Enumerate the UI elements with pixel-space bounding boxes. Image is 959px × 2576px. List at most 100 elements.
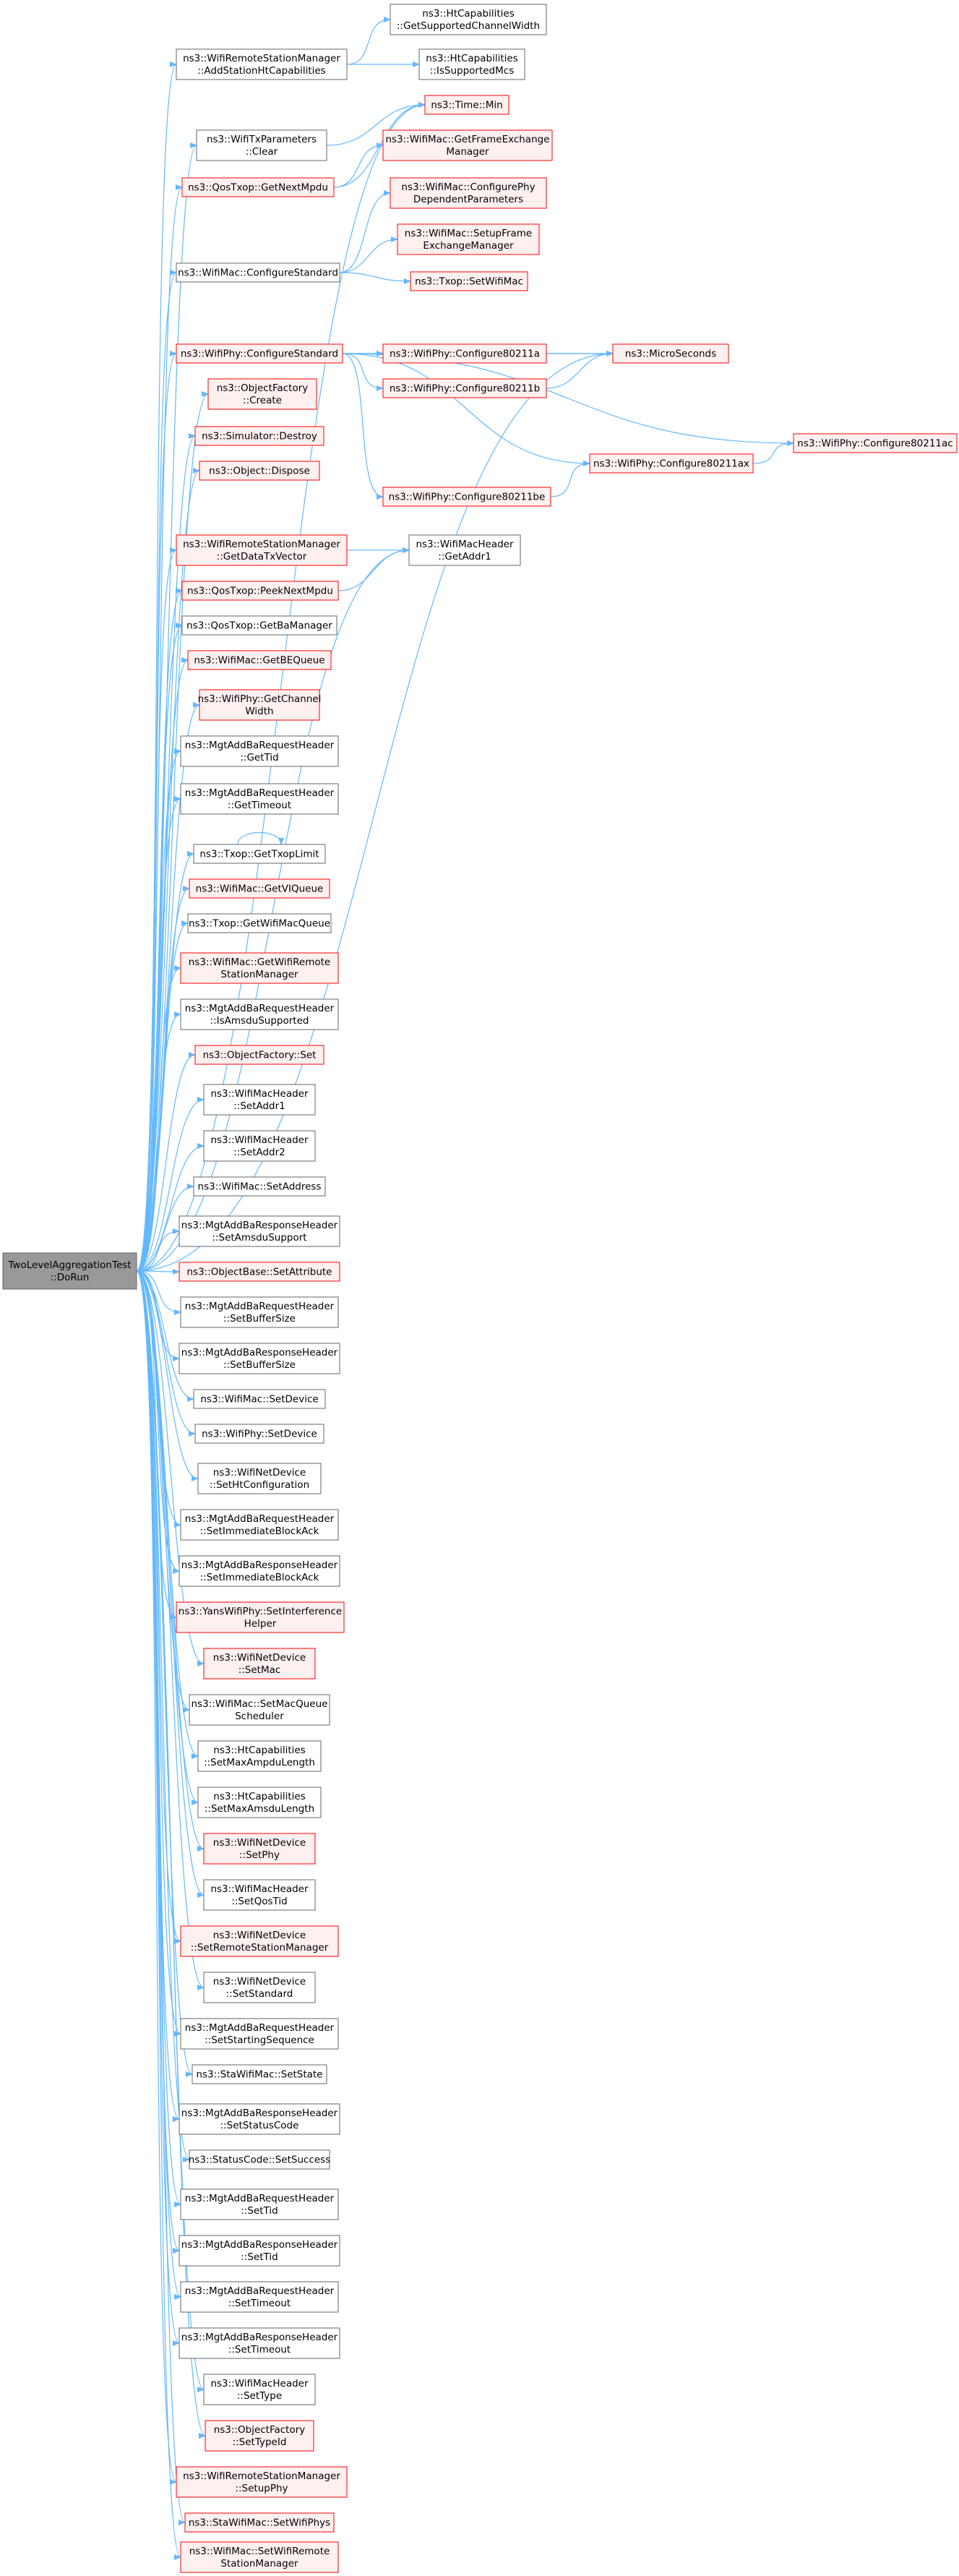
node-txop_gtl[interactable]: ns3::Txop::GetTxopLimit: [193, 844, 326, 864]
node-box: [197, 1463, 322, 1494]
node-mac_cpdp[interactable]: ns3::WifiMac::ConfigurePhyDependentParam…: [390, 177, 547, 209]
node-box: [203, 1648, 316, 1679]
edge-root-to-phy_sdev: [136, 1270, 196, 1437]
node-wrsm_sphy[interactable]: ns3::WifiRemoteStationManager::SetupPhy: [176, 2466, 348, 2498]
node-wmh_stype[interactable]: ns3::WifiMacHeader::SetType: [203, 2374, 316, 2405]
node-mabreq_sss[interactable]: ns3::MgtAddBaRequestHeader::SetStartingS…: [180, 2018, 339, 2050]
node-wtp_clear[interactable]: ns3::WifiTxParameters::Clear: [196, 129, 327, 161]
node-sc_ss[interactable]: ns3::StatusCode::SetSuccess: [189, 2149, 330, 2170]
node-mabresp_stid[interactable]: ns3::MgtAddBaResponseHeader::SetTid: [179, 2235, 340, 2267]
node-label: ns3::WifiMac::ConfigureStandard: [178, 268, 338, 279]
edge-root-to-phy_cs: [136, 351, 177, 1272]
node-label: ns3::MgtAddBaResponseHeader: [181, 1559, 338, 1571]
node-mabreq_stid[interactable]: ns3::MgtAddBaRequestHeader::SetTid: [180, 2188, 339, 2220]
node-label: ns3::ObjectFactory: [217, 382, 309, 394]
node-phy_ax[interactable]: ns3::WifiPhy::Configure80211ax: [589, 453, 754, 474]
node-box: [194, 1045, 324, 1065]
node-mabreq_sbs[interactable]: ns3::MgtAddBaRequestHeader::SetBufferSiz…: [180, 1296, 339, 1328]
node-mac_cs[interactable]: ns3::WifiMac::ConfigureStandard: [176, 262, 340, 283]
node-mac_gwrsm[interactable]: ns3::WifiMac::GetWifiRemoteStationManage…: [180, 952, 339, 984]
node-label: ::SetAddr1: [233, 1100, 285, 1112]
node-sim_destroy[interactable]: ns3::Simulator::Destroy: [194, 426, 324, 446]
node-wnd_sphy[interactable]: ns3::WifiNetDevice::SetPhy: [203, 1833, 316, 1865]
edge-root-to-micro: [136, 351, 614, 1272]
node-mabresp_sas[interactable]: ns3::MgtAddBaResponseHeader::SetAmsduSup…: [179, 1215, 340, 1247]
node-wmh_sqt[interactable]: ns3::WifiMacHeader::SetQosTid: [203, 1879, 316, 1911]
node-mabresp_siba[interactable]: ns3::MgtAddBaResponseHeader::SetImmediat…: [179, 1555, 340, 1587]
node-label: ns3::MgtAddBaResponseHeader: [181, 2239, 338, 2251]
node-objf_create[interactable]: ns3::ObjectFactory::Create: [207, 378, 317, 410]
node-wnd_sstd[interactable]: ns3::WifiNetDevice::SetStandard: [203, 1972, 316, 2003]
node-phy_cs[interactable]: ns3::WifiPhy::ConfigureStandard: [176, 343, 343, 364]
node-mac_gbeq[interactable]: ns3::WifiMac::GetBEQueue: [187, 650, 332, 670]
node-box: [184, 2512, 335, 2533]
edge-root-to-mabresp_sbs: [136, 1270, 180, 1361]
node-htcap_gscw[interactable]: ns3::HtCapabilities::GetSupportedChannel…: [390, 4, 547, 35]
node-box: [193, 844, 326, 864]
node-box: [203, 1833, 316, 1865]
nodes-layer: TwoLevelAggregationTest::DoRunns3::HtCap…: [2, 4, 958, 2573]
node-txop_gwmq[interactable]: ns3::Txop::GetWifiMacQueue: [187, 913, 332, 933]
node-label: ::DoRun: [51, 1272, 90, 1283]
node-phy_a[interactable]: ns3::WifiPhy::Configure80211a: [382, 343, 547, 364]
node-phy_sdev[interactable]: ns3::WifiPhy::SetDevice: [194, 1424, 324, 1444]
node-qos_gbm[interactable]: ns3::QosTxop::GetBaManager: [181, 615, 337, 636]
node-time_min[interactable]: ns3::Time::Min: [424, 95, 509, 115]
node-label: ns3::WifiMacHeader: [210, 1134, 309, 1146]
node-obj_dispose[interactable]: ns3::Object::Dispose: [199, 461, 320, 481]
node-wmh_ga1[interactable]: ns3::WifiMacHeader::GetAddr1: [408, 534, 521, 566]
node-label: ::SetBufferSize: [223, 1313, 296, 1325]
node-label: ns3::ObjectBase::SetAttribute: [187, 1267, 332, 1278]
node-box: [187, 650, 332, 670]
node-mabreq_ias[interactable]: ns3::MgtAddBaRequestHeader::IsAmsduSuppo…: [180, 998, 339, 1030]
node-objb_sattr[interactable]: ns3::ObjectBase::SetAttribute: [179, 1262, 340, 1282]
node-mabreq_gtid[interactable]: ns3::MgtAddBaRequestHeader::GetTid: [180, 735, 339, 767]
node-label: ns3::WifiRemoteStationManager: [183, 53, 340, 64]
node-label: ns3::WifiMac::ConfigurePhy: [401, 181, 535, 193]
node-mabreq_sto[interactable]: ns3::MgtAddBaRequestHeader::SetTimeout: [180, 2281, 339, 2313]
node-sta_sst[interactable]: ns3::StaWifiMac::SetState: [192, 2064, 327, 2084]
node-htcap_smal[interactable]: ns3::HtCapabilities::SetMaxAmpduLength: [197, 1740, 322, 1772]
edge-phy_cs-to-phy_ax: [342, 353, 590, 466]
node-mac_gviq[interactable]: ns3::WifiMac::GetVIQueue: [189, 878, 330, 899]
node-objf_stid[interactable]: ns3::ObjectFactory::SetTypeId: [205, 2420, 314, 2452]
node-mabresp_sbs[interactable]: ns3::MgtAddBaResponseHeader::SetBufferSi…: [179, 1343, 340, 1374]
node-wnd_srsm[interactable]: ns3::WifiNetDevice::SetRemoteStationMana…: [180, 1925, 339, 1957]
node-label: ns3::WifiMacHeader: [416, 539, 514, 550]
node-phy_be[interactable]: ns3::WifiPhy::Configure80211be: [382, 487, 551, 507]
node-wmh_sa2[interactable]: ns3::WifiMacHeader::SetAddr2: [203, 1130, 316, 1162]
node-box: [189, 1694, 330, 1726]
node-sta_swp[interactable]: ns3::StaWifiMac::SetWifiPhys: [184, 2512, 335, 2533]
node-htcap_ism[interactable]: ns3::HtCapabilities::IsSupportedMcs: [418, 48, 525, 80]
node-phy_b[interactable]: ns3::WifiPhy::Configure80211b: [382, 378, 547, 398]
node-box: [193, 1389, 326, 1409]
node-txop_swm[interactable]: ns3::Txop::SetWifiMac: [410, 271, 528, 291]
node-label: ns3::StaWifiMac::SetState: [196, 2069, 322, 2081]
node-box: [196, 129, 327, 161]
node-mabresp_ssc[interactable]: ns3::MgtAddBaResponseHeader::SetStatusCo…: [179, 2103, 340, 2135]
node-wnd_smac[interactable]: ns3::WifiNetDevice::SetMac: [203, 1648, 316, 1679]
node-mabreq_siba[interactable]: ns3::MgtAddBaRequestHeader::SetImmediate…: [180, 1509, 339, 1541]
node-mac_sdev[interactable]: ns3::WifiMac::SetDevice: [193, 1389, 326, 1409]
node-micro[interactable]: ns3::MicroSeconds: [612, 343, 729, 364]
node-qos_pnm[interactable]: ns3::QosTxop::PeekNextMpdu: [181, 581, 339, 601]
node-wnd_shtc[interactable]: ns3::WifiNetDevice::SetHtConfiguration: [197, 1463, 322, 1494]
node-phy_ac[interactable]: ns3::WifiPhy::Configure80211ac: [793, 433, 958, 453]
node-wmh_sa1[interactable]: ns3::WifiMacHeader::SetAddr1: [203, 1084, 316, 1116]
node-mac_swrsm[interactable]: ns3::WifiMac::SetWifiRemoteStationManage…: [180, 2541, 339, 2573]
node-mac_sadr[interactable]: ns3::WifiMac::SetAddress: [193, 1176, 326, 1197]
node-htcap_smsl[interactable]: ns3::HtCapabilities::SetMaxAmsduLength: [197, 1786, 322, 1818]
node-wrsm_gdtv[interactable]: ns3::WifiRemoteStationManager::GetDataTx…: [176, 534, 348, 566]
node-mabreq_gto[interactable]: ns3::MgtAddBaRequestHeader::GetTimeout: [180, 783, 339, 815]
node-wrsm_addht[interactable]: ns3::WifiRemoteStationManager::AddStatio…: [176, 48, 348, 80]
node-root[interactable]: TwoLevelAggregationTest::DoRun: [2, 1252, 137, 1290]
node-box: [176, 343, 343, 364]
node-mabresp_sto[interactable]: ns3::MgtAddBaResponseHeader::SetTimeout: [179, 2327, 340, 2359]
node-qos_gnm[interactable]: ns3::QosTxop::GetNextMpdu: [181, 177, 335, 197]
node-objf_set[interactable]: ns3::ObjectFactory::Set: [194, 1045, 324, 1065]
